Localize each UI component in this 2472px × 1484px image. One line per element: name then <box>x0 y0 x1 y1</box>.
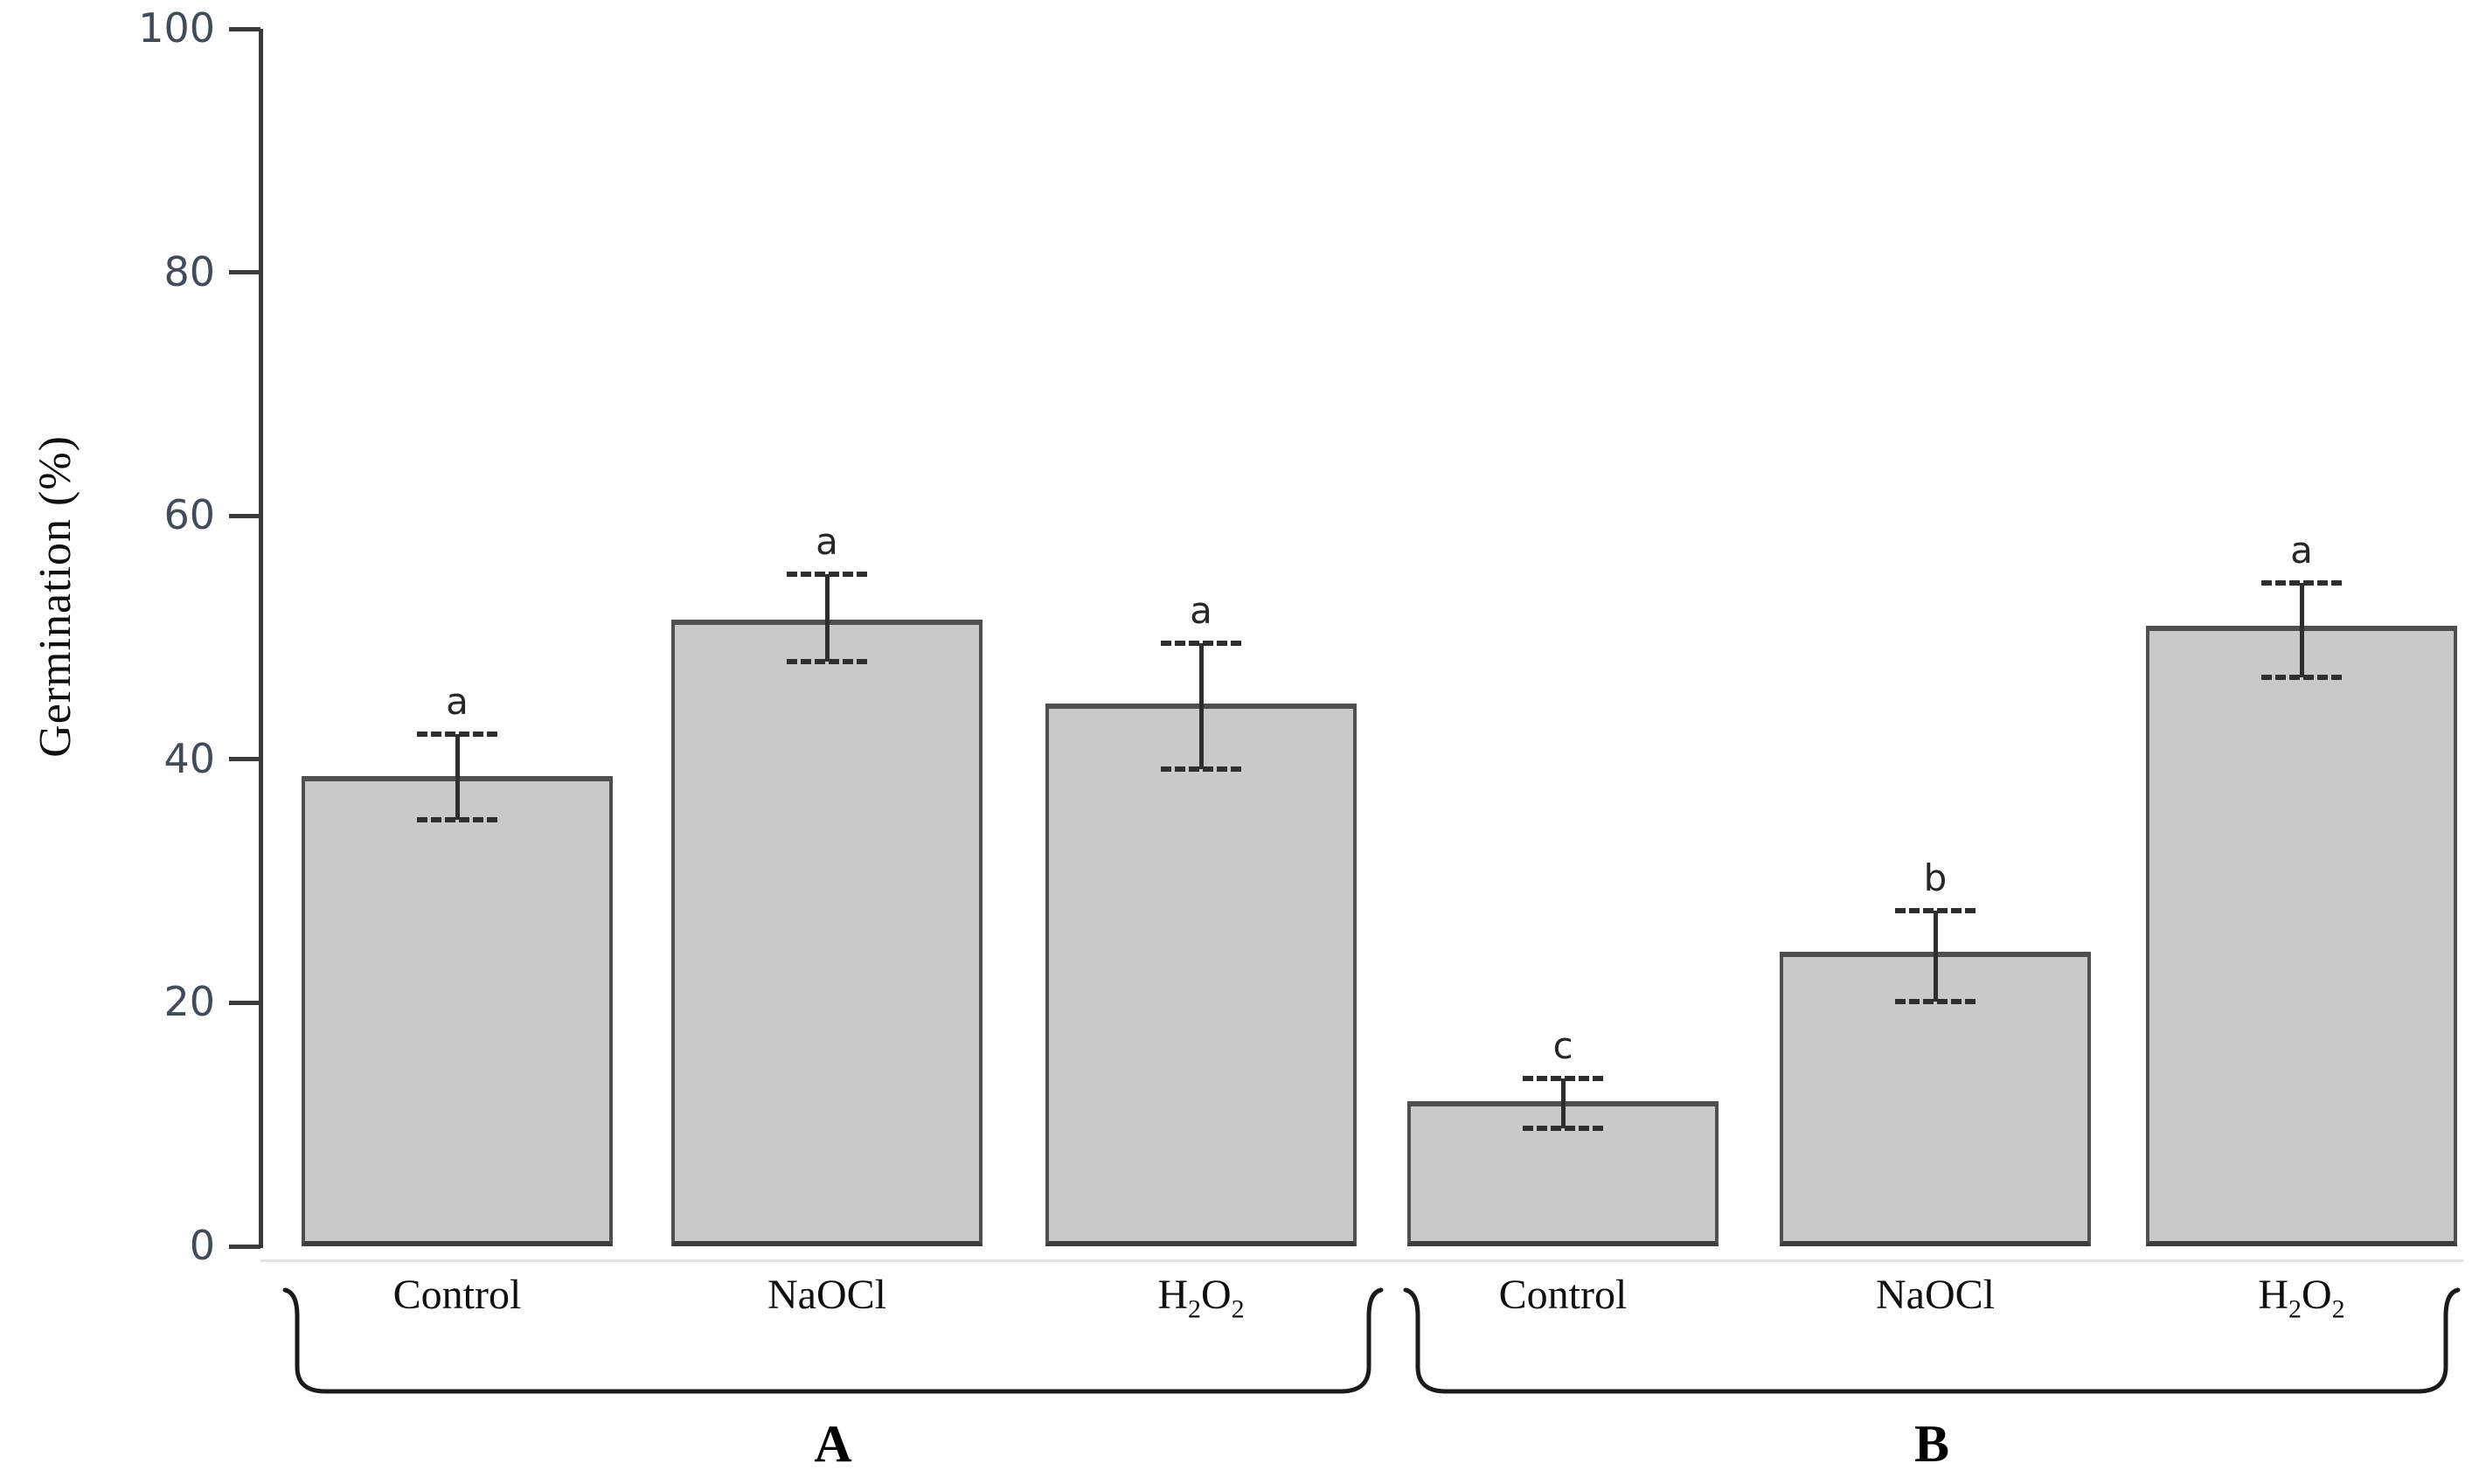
error-bar-cap <box>1523 1075 1603 1081</box>
y-tick-label: 100 <box>138 3 215 52</box>
error-bar-cap <box>417 817 497 823</box>
y-tick-label: 20 <box>163 978 215 1026</box>
error-bar-cap <box>1161 641 1241 647</box>
error-bar-cap <box>2261 675 2342 681</box>
y-tick-mark <box>229 270 260 275</box>
significance-letter: a <box>446 679 469 723</box>
category-label-A-H2O2: H2O2 <box>1157 1272 1245 1324</box>
group-label-B: B <box>1913 1415 1950 1473</box>
bar-A-NaOCl <box>671 619 983 1246</box>
y-tick-mark <box>229 513 260 518</box>
error-bar-cap <box>2261 579 2342 586</box>
category-label-B-NaOCl: NaOCl <box>1876 1272 1995 1318</box>
category-label-A-Control: Control <box>392 1272 522 1318</box>
y-tick-label: 40 <box>163 734 215 782</box>
error-bar-cap <box>1523 1125 1603 1131</box>
error-bar-line <box>1560 1078 1566 1128</box>
bracket-path <box>1403 1287 2461 1394</box>
error-bar-cap <box>787 659 867 665</box>
bar-A-Control <box>302 776 613 1246</box>
error-bar-cap <box>417 731 497 737</box>
error-bar-line <box>824 574 830 662</box>
y-tick-mark <box>229 26 260 31</box>
error-bar-cap <box>1895 999 1976 1004</box>
error-bar-cap <box>787 572 867 578</box>
group-a-bracket <box>282 1287 1384 1394</box>
error-bar-line <box>2299 582 2304 678</box>
error-bar-line <box>1933 910 1938 1002</box>
group-label-A: A <box>814 1415 852 1473</box>
y-tick-label: 80 <box>163 247 215 295</box>
bar-A-H2O2 <box>1045 703 1357 1246</box>
y-tick-mark <box>229 757 260 762</box>
category-label-A-NaOCl: NaOCl <box>767 1272 886 1318</box>
error-bar-cap <box>1895 907 1976 913</box>
y-tick-mark <box>229 1244 260 1249</box>
y-axis-title: Germination (%) <box>31 435 80 758</box>
significance-letter: a <box>816 520 838 564</box>
significance-letter: a <box>1190 589 1212 633</box>
y-tick-mark <box>229 1000 260 1005</box>
bar-B-H2O2 <box>2146 625 2457 1246</box>
x-axis-baseline <box>260 1259 2463 1262</box>
error-bar-cap <box>1161 766 1241 772</box>
y-tick-label: 0 <box>189 1221 215 1269</box>
significance-letter: b <box>1923 856 1948 899</box>
category-label-B-Control: Control <box>1498 1272 1628 1318</box>
error-bar-line <box>455 733 460 821</box>
y-axis-line <box>259 29 263 1248</box>
y-tick-label: 60 <box>163 491 215 539</box>
significance-letter: c <box>1552 1023 1573 1067</box>
category-label-B-H2O2: H2O2 <box>2258 1272 2345 1324</box>
significance-letter: a <box>2290 528 2313 572</box>
group-b-bracket <box>1403 1287 2461 1394</box>
bracket-path <box>282 1287 1384 1394</box>
error-bar-line <box>1198 643 1204 769</box>
